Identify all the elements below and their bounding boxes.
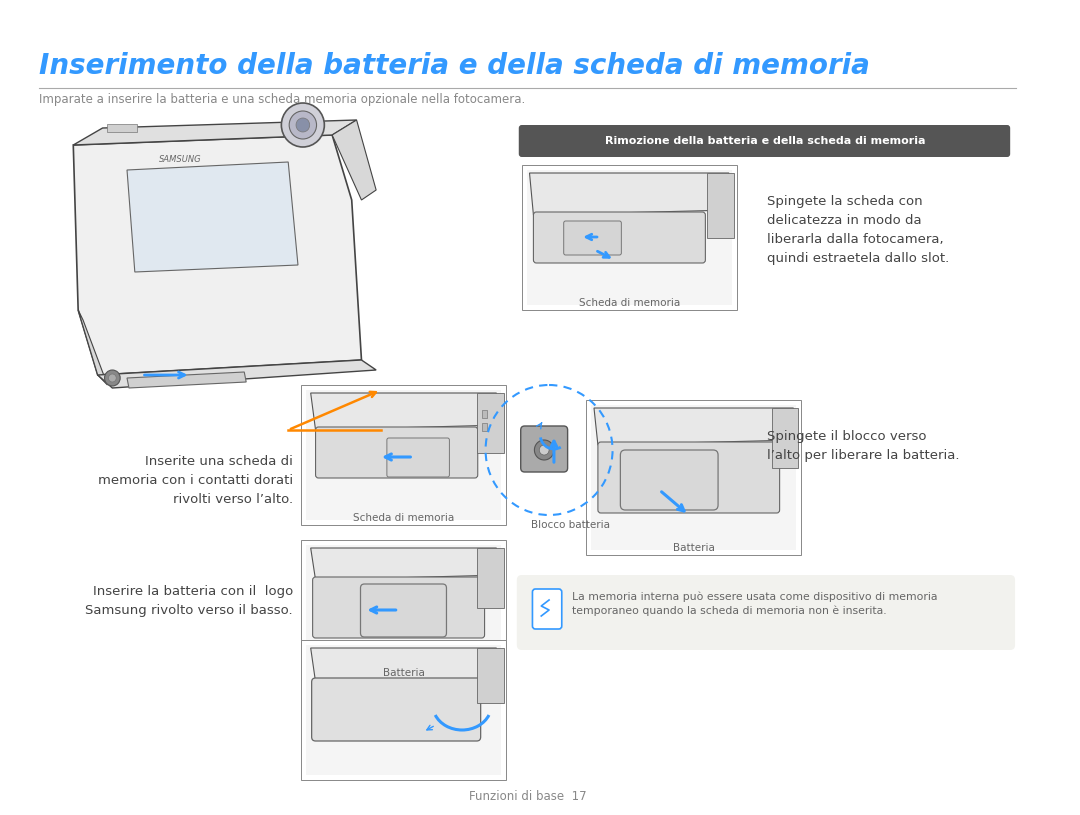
FancyBboxPatch shape (598, 442, 780, 513)
Polygon shape (127, 372, 246, 388)
Bar (482, 423, 486, 431)
Circle shape (296, 118, 310, 132)
Bar (476, 648, 504, 703)
Text: Scheda di memoria: Scheda di memoria (579, 298, 679, 308)
Text: Scheda di memoria: Scheda di memoria (353, 513, 454, 523)
Text: Funzioni di base  17: Funzioni di base 17 (469, 790, 586, 803)
Bar (482, 410, 486, 418)
Bar (586, 400, 801, 555)
Text: Inserimento della batteria e della scheda di memoria: Inserimento della batteria e della sched… (39, 52, 870, 80)
Bar (476, 393, 504, 453)
Circle shape (535, 440, 554, 460)
Text: La memoria interna può essere usata come dispositivo di memoria
temporaneo quand: La memoria interna può essere usata come… (571, 591, 937, 616)
Polygon shape (306, 390, 501, 520)
Bar (476, 548, 504, 608)
Polygon shape (78, 310, 108, 385)
Text: Spingete la scheda con
delicatezza in modo da
liberarla dalla fotocamera,
quindi: Spingete la scheda con delicatezza in mo… (767, 195, 949, 265)
FancyBboxPatch shape (361, 584, 446, 637)
FancyBboxPatch shape (534, 212, 705, 263)
Polygon shape (594, 408, 796, 445)
FancyBboxPatch shape (517, 575, 1015, 650)
Text: Batteria: Batteria (673, 543, 715, 553)
Bar (301, 385, 507, 525)
Bar (301, 640, 507, 780)
FancyBboxPatch shape (620, 450, 718, 510)
Text: SAMSUNG: SAMSUNG (160, 155, 202, 164)
Polygon shape (311, 648, 501, 682)
FancyBboxPatch shape (312, 577, 485, 638)
Polygon shape (311, 548, 501, 580)
Bar (772, 408, 798, 468)
Text: Inserire la batteria con il  logo
Samsung rivolto verso il basso.: Inserire la batteria con il logo Samsung… (85, 585, 293, 617)
Text: Blocco batteria: Blocco batteria (531, 520, 610, 530)
Bar (522, 165, 737, 310)
Polygon shape (527, 170, 732, 305)
Polygon shape (529, 173, 732, 215)
FancyBboxPatch shape (312, 678, 481, 741)
Circle shape (289, 111, 316, 139)
Polygon shape (306, 545, 501, 675)
Text: Batteria: Batteria (382, 668, 424, 678)
Polygon shape (306, 645, 501, 775)
Polygon shape (311, 393, 501, 430)
Bar (301, 540, 507, 680)
Polygon shape (97, 360, 376, 388)
Polygon shape (73, 120, 356, 145)
Text: Imparate a inserire la batteria e una scheda memoria opzionale nella fotocamera.: Imparate a inserire la batteria e una sc… (39, 93, 525, 106)
Polygon shape (591, 405, 796, 550)
Bar (707, 173, 733, 238)
Circle shape (282, 103, 324, 147)
Polygon shape (73, 135, 362, 375)
Polygon shape (333, 120, 376, 200)
FancyBboxPatch shape (532, 589, 562, 629)
FancyBboxPatch shape (521, 426, 568, 472)
FancyBboxPatch shape (518, 125, 1010, 157)
FancyBboxPatch shape (387, 438, 449, 477)
Bar (108, 124, 137, 132)
Polygon shape (127, 162, 298, 272)
Text: Rimozione della batteria e della scheda di memoria: Rimozione della batteria e della scheda … (605, 136, 926, 146)
FancyBboxPatch shape (315, 427, 477, 478)
FancyBboxPatch shape (564, 221, 621, 255)
Text: Spingete il blocco verso
l’alto per liberare la batteria.: Spingete il blocco verso l’alto per libe… (767, 430, 959, 462)
Circle shape (108, 374, 117, 382)
Circle shape (539, 445, 549, 455)
Circle shape (105, 370, 120, 386)
Text: Inserite una scheda di
memoria con i contatti dorati
rivolti verso l’alto.: Inserite una scheda di memoria con i con… (98, 455, 293, 506)
